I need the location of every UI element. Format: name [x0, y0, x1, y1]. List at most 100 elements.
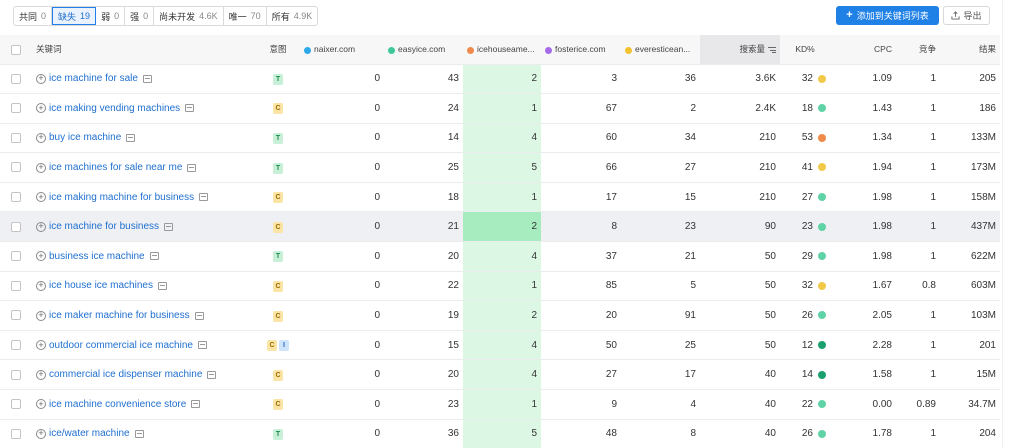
filter-tab-5[interactable]: 唯一 70 [224, 7, 267, 25]
keyword-link[interactable]: ice machines for sale near me [49, 162, 183, 174]
serp-icon[interactable] [194, 311, 204, 320]
row-checkbox-cell[interactable] [0, 211, 32, 243]
row-checkbox[interactable] [11, 221, 21, 232]
add-keyword-icon[interactable]: + [36, 192, 46, 203]
row-checkbox[interactable] [11, 162, 21, 173]
table-row[interactable]: + commercial ice dispenser machine C 0 20 4 27… [0, 359, 1000, 391]
row-checkbox[interactable] [11, 280, 21, 291]
col-results[interactable]: 结果 [940, 35, 1000, 65]
row-checkbox[interactable] [11, 399, 21, 410]
filter-tab-1[interactable]: 缺失 19 [52, 7, 97, 25]
serp-icon[interactable] [126, 133, 136, 142]
serp-icon[interactable] [187, 163, 197, 172]
table-row[interactable]: + buy ice machine T 0 14 4 60 34 210 53 1.34 1 133M [0, 123, 1000, 154]
row-checkbox-cell[interactable] [0, 330, 32, 361]
keyword-link[interactable]: ice/water machine [49, 428, 130, 440]
table-row[interactable]: + ice house ice machines C 0 22 1 85 5 50 32 1.67 0… [0, 271, 1000, 302]
keyword-link[interactable]: ice making vending machines [49, 102, 181, 114]
table-row[interactable]: + ice machine convenience store C 0 23 1 9 4 40 2… [0, 389, 1000, 420]
table-row[interactable]: + outdoor commercial ice machine C I 0 15 4 50 2… [0, 330, 1000, 361]
keyword-link[interactable]: buy ice machine [49, 132, 122, 144]
scrollbar-track[interactable] [1002, 0, 1024, 448]
keyword-link[interactable]: commercial ice dispenser machine [49, 369, 203, 381]
keyword-link[interactable]: business ice machine [49, 250, 145, 262]
col-cpc[interactable]: CPC [830, 35, 896, 65]
keyword-link[interactable]: ice maker machine for business [49, 310, 190, 322]
col-domain-3[interactable]: icehouseame... [463, 35, 541, 65]
row-checkbox[interactable] [11, 103, 21, 114]
col-volume[interactable]: 搜索量 [700, 35, 780, 65]
serp-icon[interactable] [164, 222, 174, 231]
row-checkbox[interactable] [11, 192, 21, 203]
keyword-link[interactable]: ice machine for sale [49, 73, 138, 85]
add-keyword-icon[interactable]: + [36, 73, 46, 84]
row-checkbox-cell[interactable] [0, 389, 32, 420]
serp-icon[interactable] [197, 341, 207, 350]
col-competition[interactable]: 竞争 [896, 35, 940, 65]
add-keyword-icon[interactable]: + [36, 310, 46, 321]
table-row[interactable]: + ice maker machine for business C 0 19 2 20 91… [0, 300, 1000, 331]
serp-icon[interactable] [199, 193, 209, 202]
add-keyword-icon[interactable]: + [36, 103, 46, 114]
table-row[interactable]: + ice machine for business C 0 21 2 8 23 90 23 1.9… [0, 211, 1000, 243]
row-checkbox-cell[interactable] [0, 271, 32, 302]
row-checkbox[interactable] [11, 251, 21, 262]
table-row[interactable]: + ice machine for sale T 0 43 2 3 36 3.6K 32 1.09 1… [0, 64, 1000, 95]
filter-tab-0[interactable]: 共同 0 [14, 7, 53, 25]
row-checkbox[interactable] [11, 428, 21, 439]
table-row[interactable]: + ice making machine for business C 0 18 1 17 1… [0, 182, 1000, 213]
select-all-checkbox[interactable] [11, 44, 21, 55]
row-checkbox[interactable] [11, 132, 21, 143]
col-keyword[interactable]: 关键词 [32, 35, 256, 65]
add-keyword-icon[interactable]: + [36, 280, 46, 291]
serp-icon[interactable] [157, 281, 167, 290]
add-keyword-icon[interactable]: + [36, 399, 46, 410]
keyword-link[interactable]: ice making machine for business [49, 191, 195, 203]
serp-icon[interactable] [149, 252, 159, 261]
export-button[interactable]: 导出 [943, 6, 990, 25]
keyword-link[interactable]: ice house ice machines [49, 280, 153, 292]
serp-icon[interactable] [142, 74, 152, 83]
col-domain-4[interactable]: fosterice.com [541, 35, 621, 65]
row-checkbox[interactable] [11, 73, 21, 84]
row-checkbox-cell[interactable] [0, 93, 32, 124]
row-checkbox-cell[interactable] [0, 152, 32, 183]
serp-icon[interactable] [185, 104, 195, 113]
table-row[interactable]: + ice machines for sale near me T 0 25 5 66 27 2… [0, 152, 1000, 183]
add-keyword-icon[interactable]: + [36, 162, 46, 173]
filter-tab-6[interactable]: 所有 4.9K [267, 7, 318, 25]
table-row[interactable]: + business ice machine T 0 20 4 37 21 50 29 1.98 1 6… [0, 241, 1000, 272]
row-checkbox-cell[interactable] [0, 419, 32, 448]
serp-icon[interactable] [134, 429, 144, 438]
serp-icon[interactable] [191, 400, 201, 409]
keyword-link[interactable]: ice machine convenience store [49, 398, 187, 410]
row-checkbox-cell[interactable] [0, 241, 32, 272]
row-checkbox-cell[interactable] [0, 182, 32, 213]
row-checkbox[interactable] [11, 340, 21, 350]
row-checkbox[interactable] [11, 310, 21, 321]
col-domain-1[interactable]: naixer.com [300, 35, 384, 65]
add-to-keyword-list-button[interactable]: + 添加到关键词列表 [836, 6, 939, 25]
row-checkbox[interactable] [11, 369, 21, 380]
add-keyword-icon[interactable]: + [36, 132, 46, 143]
row-checkbox-cell[interactable] [0, 64, 32, 95]
add-keyword-icon[interactable]: + [36, 428, 46, 439]
add-keyword-icon[interactable]: + [36, 340, 46, 351]
keyword-link[interactable]: outdoor commercial ice machine [49, 339, 193, 351]
add-keyword-icon[interactable]: + [36, 221, 46, 232]
row-checkbox-cell[interactable] [0, 359, 32, 391]
table-row[interactable]: + ice/water machine T 0 36 5 48 8 40 26 1.78 1 204 [0, 419, 1000, 448]
table-row[interactable]: + ice making vending machines C 0 24 1 67 2 2.4K… [0, 93, 1000, 124]
add-keyword-icon[interactable]: + [36, 369, 46, 380]
col-kd[interactable]: KD% [780, 35, 830, 65]
keyword-link[interactable]: ice machine for business [49, 221, 160, 233]
filter-tab-4[interactable]: 尚未开发 4.6K [154, 7, 224, 25]
select-all-checkbox-cell[interactable] [0, 35, 32, 65]
col-domain-5[interactable]: everesticean... [621, 35, 700, 65]
col-intent[interactable]: 意图 [256, 35, 300, 65]
row-checkbox-cell[interactable] [0, 123, 32, 154]
row-checkbox-cell[interactable] [0, 300, 32, 331]
add-keyword-icon[interactable]: + [36, 251, 46, 262]
